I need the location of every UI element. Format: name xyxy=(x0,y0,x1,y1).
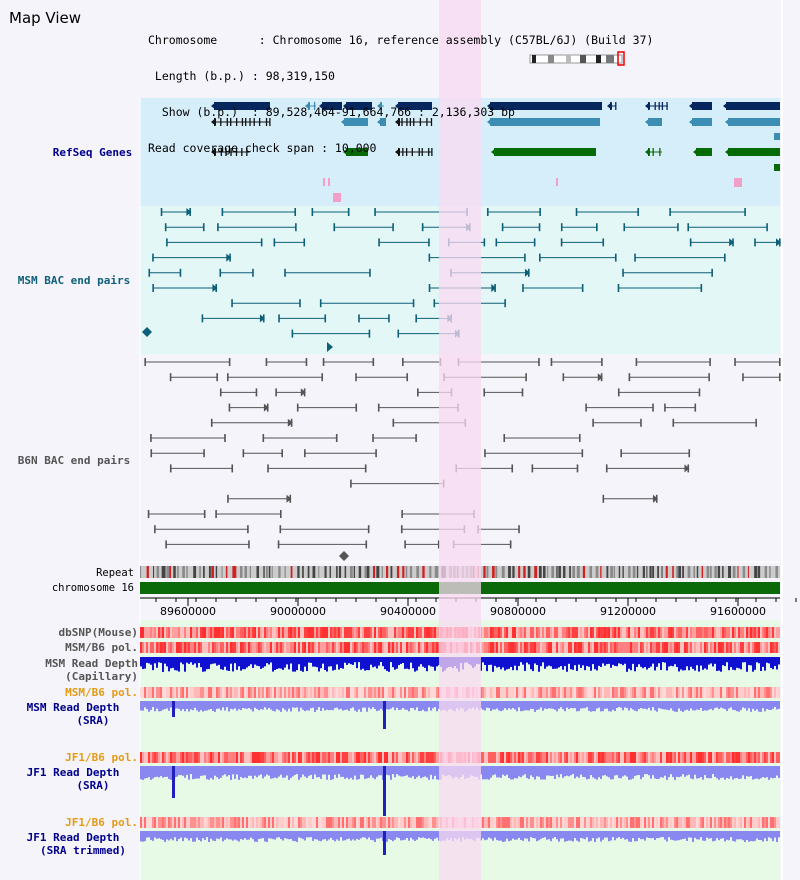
map-view-title: Map View xyxy=(9,9,82,27)
jf1-b6-pol-track-2 xyxy=(140,817,780,828)
track-label-msm-b6-pol[interactable]: MSM/B6 pol. xyxy=(65,641,138,654)
selected-region-highlight xyxy=(439,0,481,880)
track-label-jf1-depth-sra[interactable]: JF1 Read Depth (SRA) xyxy=(8,766,138,792)
track-label-line: (SRA trimmed) xyxy=(39,844,127,857)
msm-depth-sra-track xyxy=(140,701,780,729)
track-label-line: JF1 Read Depth xyxy=(26,766,120,779)
track-label-line: JF1 Read Depth xyxy=(26,831,120,844)
bac-marker xyxy=(339,551,349,561)
coverage-span-info: Read coverage check span : 10,000 xyxy=(148,141,377,155)
track-label-msm-b6-pol-2[interactable]: MSM/B6 pol. xyxy=(65,686,138,699)
track-label-line: MSM Read Depth xyxy=(45,657,138,670)
track-label-dbsnp[interactable]: dbSNP(Mouse) xyxy=(58,626,138,639)
length-info: Length (b.p.) : 98,319,150 xyxy=(148,69,335,83)
track-label-jf1-b6-pol[interactable]: JF1/B6 pol. xyxy=(65,751,138,764)
bac-marker xyxy=(142,327,152,337)
track-label-chromosome: chromosome 16 xyxy=(51,582,134,594)
track-label-msm-bac[interactable]: MSM BAC end pairs xyxy=(17,274,131,287)
jf1-b6-pol-track xyxy=(140,752,780,763)
track-label-jf1-depth-trimmed[interactable]: JF1 Read Depth (SRA trimmed) xyxy=(8,831,138,857)
track-label-line: MSM Read Depth xyxy=(26,701,120,714)
b6n-bac-end-pairs xyxy=(144,358,781,549)
axis-tick-label: 90400000 xyxy=(380,605,436,618)
track-label-line: (SRA) xyxy=(76,714,110,727)
axis-tick-label: 90800000 xyxy=(490,605,546,618)
track-label-line: (Capillary) xyxy=(65,670,138,683)
track-label-line: (SRA) xyxy=(76,779,110,792)
axis-tick-label: 91600000 xyxy=(710,605,766,618)
chromosome-ideogram xyxy=(529,51,625,66)
bac-marker xyxy=(327,342,333,352)
axis-tick-label: 91200000 xyxy=(600,605,656,618)
track-label-repeat: Repeat xyxy=(96,567,134,579)
axis-tick-label: 90000000 xyxy=(270,605,326,618)
track-label-msm-depth-capillary[interactable]: MSM Read Depth (Capillary) xyxy=(8,657,138,683)
position-axis: 89600000 90000000 90400000 90800000 91200000… xyxy=(140,597,797,618)
track-label-jf1-b6-pol-2[interactable]: JF1/B6 pol. xyxy=(65,816,138,829)
ideogram-position-marker xyxy=(617,51,625,66)
chromosome-info: Chromosome : Chromosome 16, reference as… xyxy=(148,33,654,47)
track-label-refseq[interactable]: RefSeq Genes xyxy=(52,146,133,159)
axis-tick-label: 89600000 xyxy=(160,605,216,618)
locus-info: Chromosome : Chromosome 16, reference as… xyxy=(148,10,653,178)
track-label-b6n-bac[interactable]: B6N BAC end pairs xyxy=(17,454,131,467)
dbsnp-track xyxy=(140,627,780,638)
show-range-info: Show (b.p.) : 89,528,464-91,664,766 : 2,… xyxy=(148,105,515,119)
refseq-genes xyxy=(211,102,780,202)
track-label-msm-depth-sra[interactable]: MSM Read Depth (SRA) xyxy=(8,701,138,727)
